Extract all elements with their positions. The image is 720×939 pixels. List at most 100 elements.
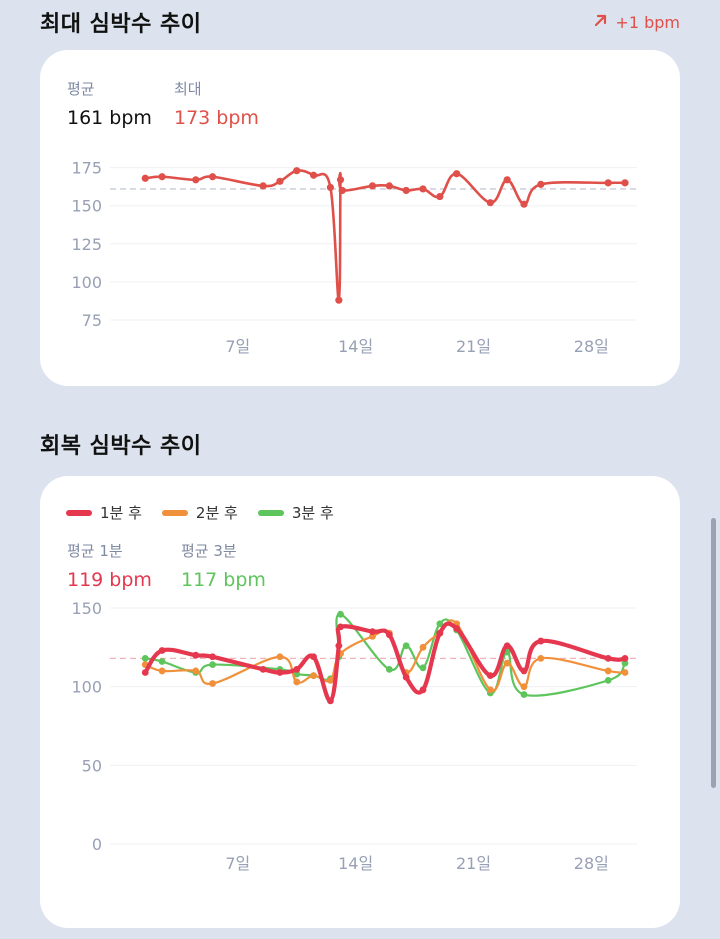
max-hr-section-title: 최대 심박수 추이 xyxy=(40,12,202,37)
data-point-series-1 xyxy=(276,177,284,185)
data-point-series-3 xyxy=(158,658,166,665)
y-tick-label: 100 xyxy=(71,273,102,292)
data-point-series-3 xyxy=(604,676,612,684)
recovery-avg3-label: 평균 3분 xyxy=(181,542,237,560)
data-point-series-1 xyxy=(503,176,511,184)
data-point-series-1 xyxy=(621,654,629,662)
data-point-series-1 xyxy=(369,628,376,635)
legend-item-1min[interactable]: 1분 후 xyxy=(66,502,142,523)
data-point-series-1 xyxy=(385,631,393,639)
max-hr-card: 평균 161 bpm 최대 173 bpm 175 150 125 100 75 7일 14… xyxy=(40,50,680,386)
y-tick-label: 150 xyxy=(71,197,102,216)
data-point-series-1 xyxy=(335,642,343,650)
data-point-series-1 xyxy=(192,176,200,184)
data-point-series-1 xyxy=(419,686,427,694)
data-point-series-1 xyxy=(192,651,200,659)
data-point-series-1 xyxy=(402,186,410,195)
vertical-scrollbar[interactable] xyxy=(711,518,716,788)
data-point-series-3 xyxy=(141,654,149,662)
data-point-series-2 xyxy=(486,686,494,694)
recovery-avg3-value: 117 bpm xyxy=(181,569,266,591)
y-tick-label: 0 xyxy=(92,835,102,854)
y-tick-label: 100 xyxy=(71,678,102,697)
data-point-series-3 xyxy=(293,670,301,678)
recovery-avg3-stat: 평균 3분 117 bpm xyxy=(181,540,266,591)
y-tick-label: 50 xyxy=(82,756,102,775)
data-point-series-2 xyxy=(310,672,317,680)
data-point-series-1 xyxy=(503,642,511,650)
data-point-series-1 xyxy=(453,170,461,178)
data-point-series-1 xyxy=(158,647,166,654)
data-point-series-1 xyxy=(208,173,217,181)
data-point-series-1 xyxy=(419,185,427,193)
data-point-series-1 xyxy=(293,665,301,673)
data-point-series-1 xyxy=(259,182,267,190)
legend-swatch-2min xyxy=(161,509,188,516)
data-point-series-1 xyxy=(385,182,393,190)
recovery-avg1-label: 평균 1분 xyxy=(67,542,123,560)
x-tick-label: 21일 xyxy=(456,854,491,873)
data-point-series-1 xyxy=(486,672,494,680)
recovery-hr-chart: 150 100 50 0 7일 14일 21일 28일 xyxy=(71,599,637,873)
legend-label-3min: 3분 후 xyxy=(291,504,334,522)
data-point-series-1 xyxy=(537,637,545,645)
data-point-series-1 xyxy=(158,173,166,181)
data-point-series-3 xyxy=(402,642,410,650)
max-hr-max-label: 최대 xyxy=(174,80,202,98)
x-tick-label: 7일 xyxy=(225,854,250,873)
data-point-series-1 xyxy=(402,673,410,681)
data-point-series-1 xyxy=(310,653,317,661)
max-hr-max-value: 173 bpm xyxy=(174,107,259,129)
data-point-series-2 xyxy=(621,669,629,676)
x-tick-label: 28일 xyxy=(574,337,609,356)
data-point-series-1 xyxy=(259,665,267,673)
series-line-1 xyxy=(143,621,628,703)
arrow-up-right-icon xyxy=(593,12,609,32)
max-hr-avg-value: 161 bpm xyxy=(67,107,152,129)
legend-item-2min[interactable]: 2분 후 xyxy=(161,502,238,523)
data-point-series-1 xyxy=(338,186,346,195)
data-point-series-3 xyxy=(436,620,444,628)
data-point-series-2 xyxy=(369,632,376,640)
data-point-series-2 xyxy=(209,680,216,687)
data-point-series-1 xyxy=(520,200,528,208)
data-point-series-3 xyxy=(520,691,528,698)
x-tick-label: 14일 xyxy=(338,337,373,356)
data-point-series-3 xyxy=(209,661,216,669)
data-point-series-1 xyxy=(436,629,444,637)
x-tick-label: 7일 xyxy=(225,337,250,356)
max-hr-chart: 175 150 125 100 75 7일 14일 21일 28일 xyxy=(71,159,637,356)
y-tick-label: 175 xyxy=(71,159,102,178)
data-point-series-3 xyxy=(337,610,344,618)
data-point-series-1 xyxy=(368,182,377,190)
max-hr-trend-value: +1 bpm xyxy=(615,12,680,32)
legend-label-1min: 1분 후 xyxy=(100,504,142,522)
data-point-series-1 xyxy=(453,625,461,632)
recovery-hr-section-title: 회복 심박수 추이 xyxy=(40,434,202,459)
series-line-1 xyxy=(143,169,627,302)
recovery-legend: 1분 후 2분 후 3분 후 xyxy=(66,502,334,523)
data-point-series-1 xyxy=(326,183,335,192)
data-point-series-2 xyxy=(276,653,284,661)
legend-swatch-1min xyxy=(66,509,92,516)
data-point-series-1 xyxy=(293,167,301,175)
x-tick-label: 14일 xyxy=(338,854,373,873)
data-point-series-1 xyxy=(335,296,343,304)
legend-swatch-3min xyxy=(257,509,284,516)
data-point-series-1 xyxy=(327,697,334,705)
data-point-series-1 xyxy=(621,179,629,187)
data-point-series-2 xyxy=(604,667,612,675)
data-point-series-1 xyxy=(141,174,149,182)
max-hr-avg-stat: 평균 161 bpm xyxy=(67,78,152,129)
data-point-series-3 xyxy=(621,659,629,667)
legend-item-3min[interactable]: 3분 후 xyxy=(257,502,334,523)
y-tick-label: 150 xyxy=(71,599,102,618)
data-point-series-1 xyxy=(486,199,494,207)
data-point-series-2 xyxy=(192,667,200,675)
x-tick-label: 28일 xyxy=(574,854,609,873)
max-hr-trend-badge: +1 bpm xyxy=(593,12,680,32)
data-point-series-3 xyxy=(385,665,393,673)
legend-label-2min: 2분 후 xyxy=(195,504,238,522)
data-point-series-1 xyxy=(337,623,344,631)
